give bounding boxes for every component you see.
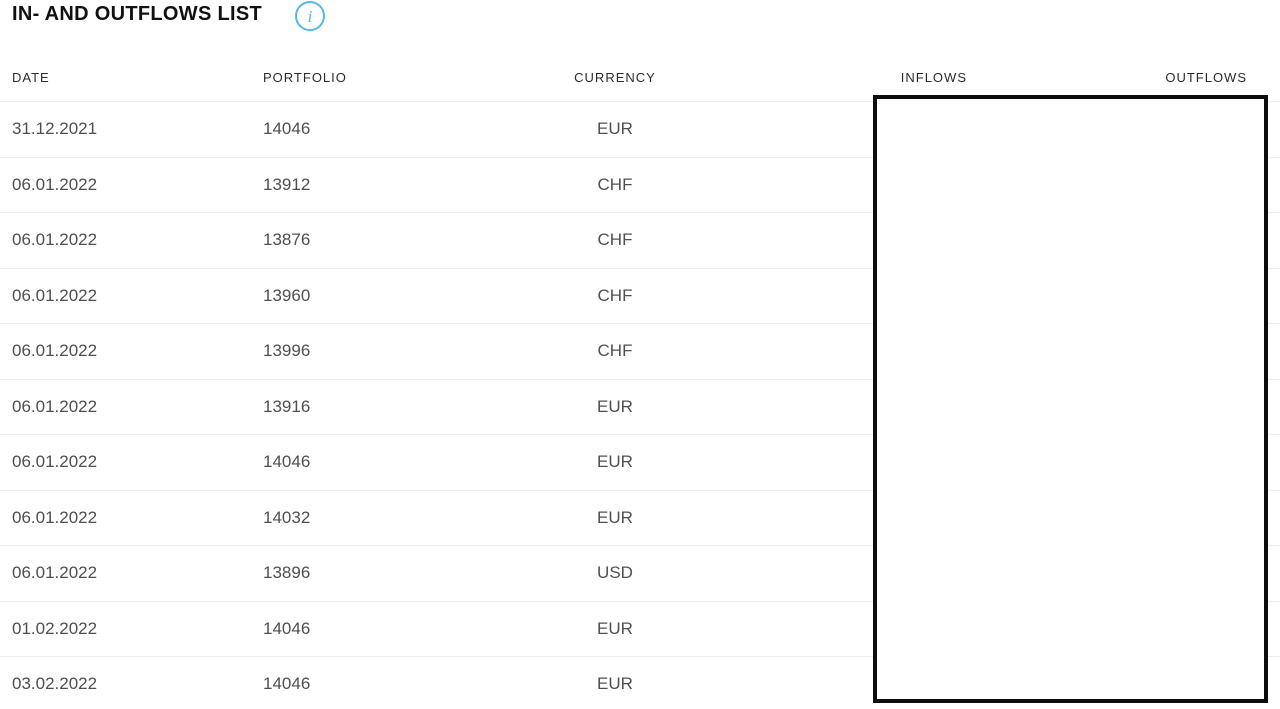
column-header-date: DATE — [12, 69, 50, 85]
table-row: 06.01.2022 13996 CHF — [0, 323, 1280, 379]
cell-currency: EUR — [597, 618, 633, 638]
cell-date: 03.02.2022 — [12, 674, 98, 694]
cell-portfolio: 14046 — [263, 119, 311, 139]
cell-date: 01.02.2022 — [12, 618, 98, 638]
table-header-row: DATE PORTFOLIO CURRENCY INFLOWS OUTFLOWS — [0, 66, 1280, 88]
cell-currency: CHF — [597, 341, 633, 361]
cell-currency: CHF — [597, 285, 633, 305]
cell-date: 06.01.2022 — [12, 341, 98, 361]
cell-portfolio: 14046 — [263, 452, 311, 472]
table-row: 06.01.2022 13896 USD — [0, 545, 1280, 601]
table-row: 06.01.2022 13916 EUR — [0, 378, 1280, 435]
cell-portfolio: 14046 — [263, 618, 311, 638]
cell-date: 06.01.2022 — [12, 396, 98, 416]
table-row: 06.01.2022 13912 CHF — [0, 156, 1280, 213]
cell-currency: EUR — [597, 674, 633, 694]
cell-portfolio: 13996 — [263, 341, 311, 361]
cell-date: 06.01.2022 — [12, 563, 98, 583]
redaction-highlight-box — [873, 95, 1268, 703]
cell-currency: CHF — [597, 230, 633, 250]
page-title: IN- AND OUTFLOWS LIST — [12, 3, 262, 25]
info-icon[interactable]: i — [295, 1, 325, 31]
cell-currency: CHF — [597, 174, 633, 194]
cell-portfolio: 13916 — [263, 396, 311, 416]
cell-currency: EUR — [597, 119, 633, 139]
column-header-currency: CURRENCY — [574, 69, 656, 85]
cell-portfolio: 13912 — [263, 174, 311, 194]
table-row: 06.01.2022 14046 EUR — [0, 434, 1280, 490]
table-body: 31.12.2021 14046 EUR 06.01.2022 13912 CH… — [0, 101, 1280, 709]
cell-date: 06.01.2022 — [12, 285, 98, 305]
column-header-outflows: OUTFLOWS — [1165, 69, 1247, 85]
cell-date: 06.01.2022 — [12, 452, 98, 472]
cell-portfolio: 14046 — [263, 674, 311, 694]
column-header-portfolio: PORTFOLIO — [263, 69, 347, 85]
cell-date: 06.01.2022 — [12, 507, 98, 527]
table-row: 06.01.2022 13876 CHF — [0, 212, 1280, 268]
table-row: 03.02.2022 14046 EUR — [0, 656, 1280, 709]
cell-currency: EUR — [597, 507, 633, 527]
cell-date: 31.12.2021 — [12, 119, 98, 139]
cell-currency: EUR — [597, 452, 633, 472]
column-header-inflows: INFLOWS — [900, 69, 967, 85]
cell-portfolio: 13896 — [263, 563, 311, 583]
cell-portfolio: 14032 — [263, 507, 311, 527]
table-row: 31.12.2021 14046 EUR — [0, 101, 1280, 157]
table-row: 06.01.2022 13960 CHF — [0, 267, 1280, 324]
cell-currency: USD — [597, 563, 633, 583]
table-row: 01.02.2022 14046 EUR — [0, 600, 1280, 657]
cell-currency: EUR — [597, 396, 633, 416]
cell-date: 06.01.2022 — [12, 230, 98, 250]
cell-portfolio: 13960 — [263, 285, 311, 305]
cell-portfolio: 13876 — [263, 230, 311, 250]
cell-date: 06.01.2022 — [12, 174, 98, 194]
table-row: 06.01.2022 14032 EUR — [0, 489, 1280, 546]
